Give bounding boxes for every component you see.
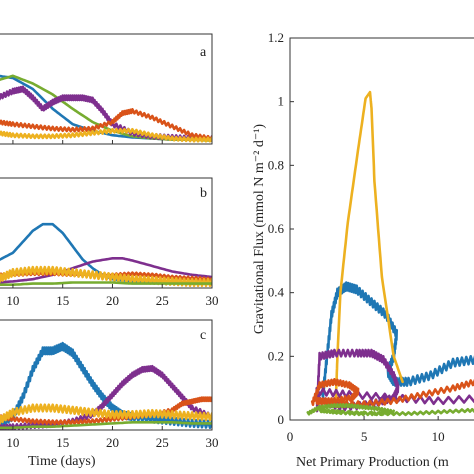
y-tick-label-3-1: 0.2 — [268, 348, 284, 363]
series-line-0-3 — [0, 108, 212, 142]
y-tick-label-3-5: 1 — [278, 94, 285, 109]
y-tick-label-3-6: 1.2 — [268, 30, 284, 45]
right-panel-y-axis-label: Gravitational Flux (mmol N m⁻² d⁻¹) — [252, 124, 267, 335]
series-line-3-1 — [334, 90, 404, 399]
series-line-1-3 — [0, 265, 212, 288]
panel-b-series — [0, 222, 212, 288]
series-line-1-1 — [0, 257, 212, 284]
panel-c-ticks: 10 15 20 25 30 — [6, 426, 219, 450]
right-panel-x-axis-label: Net Primary Production (m — [296, 455, 449, 470]
series-line-2-0 — [0, 341, 212, 429]
y-tick-label-3-0: 0 — [278, 412, 285, 427]
panel-c: 10 15 20 25 30 c Time (days) — [0, 319, 219, 469]
panel-a-letter: a — [200, 45, 207, 60]
x-tick-label-3-1: 5 — [361, 429, 368, 444]
series-line-3-4 — [306, 403, 474, 417]
x-tick-label-1-2: 20 — [106, 293, 119, 308]
right-panel-ticks: 0 5 10 0 0.2 0.4 0.6 0.8 1 1.2 — [268, 30, 445, 444]
series-line-2-2 — [0, 396, 212, 426]
right-panel: 0 5 10 0 0.2 0.4 0.6 0.8 1 1.2 Net Primary Produc… — [252, 30, 474, 470]
x-tick-label-2-1: 15 — [56, 435, 69, 450]
x-tick-label-2-4: 30 — [206, 435, 219, 450]
x-tick-label-1-1: 15 — [56, 293, 69, 308]
x-tick-label-3-0: 0 — [287, 429, 294, 444]
series-line-0-4 — [0, 127, 212, 143]
series-line-3-0 — [321, 281, 474, 399]
series-line-2-3 — [0, 403, 212, 425]
series-line-1-4 — [0, 281, 212, 286]
panel-a-series — [0, 74, 212, 143]
series-line-2-4 — [0, 421, 212, 430]
y-tick-label-3-3: 0.6 — [268, 221, 285, 236]
panel-c-frame — [0, 319, 213, 431]
x-tick-label-1-0: 10 — [6, 293, 19, 308]
x-tick-label-2-0: 10 — [6, 435, 19, 450]
panel-c-letter: c — [200, 328, 206, 343]
panel-b-letter: b — [200, 186, 207, 201]
right-panel-series — [306, 90, 474, 417]
panel-a-frame — [0, 33, 213, 145]
x-tick-label-1-4: 30 — [206, 293, 219, 308]
y-tick-label-3-2: 0.4 — [268, 285, 285, 300]
x-tick-label-2-3: 25 — [156, 435, 169, 450]
x-tick-label-3-2: 10 — [432, 429, 445, 444]
y-tick-label-3-4: 0.8 — [268, 157, 284, 172]
series-line-3-3 — [310, 378, 474, 408]
panel-a: a — [0, 33, 213, 145]
x-tick-label-1-3: 25 — [156, 293, 169, 308]
x-tick-label-2-2: 20 — [106, 435, 119, 450]
panel-b: 10 15 20 25 30 b — [0, 177, 219, 308]
panel-c-x-axis-label: Time (days) — [28, 454, 96, 469]
panel-c-series — [0, 341, 212, 430]
panel-a-ticks — [12, 140, 213, 144]
series-line-3-2 — [315, 348, 474, 413]
panel-b-ticks: 10 15 20 25 30 — [6, 284, 219, 308]
panel-b-frame — [0, 177, 213, 289]
